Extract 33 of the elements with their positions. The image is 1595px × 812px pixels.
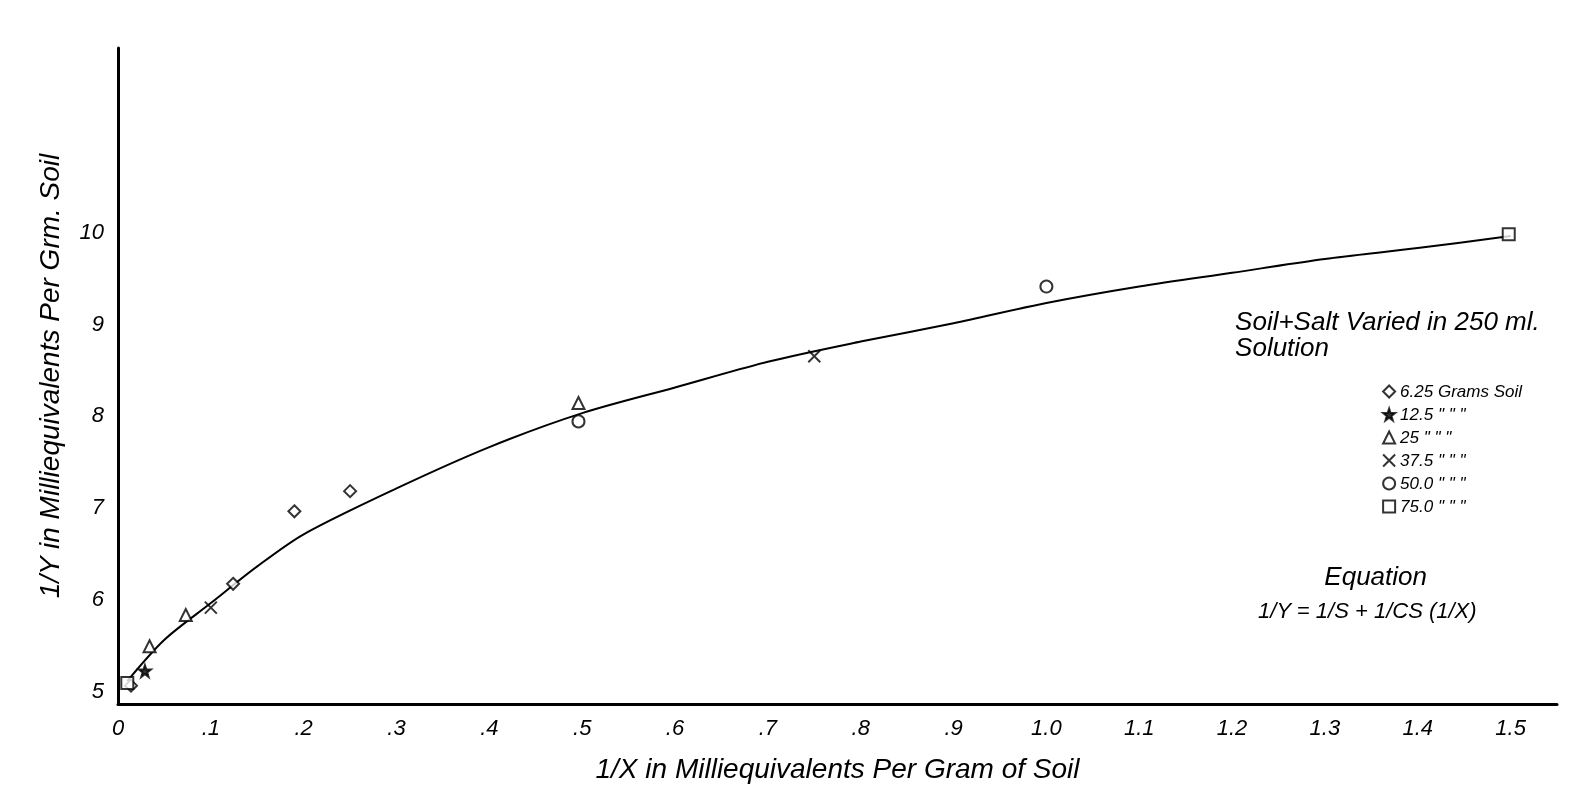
x-tick-label: .9 <box>944 714 963 740</box>
x-tick-label: 1.3 <box>1309 714 1341 740</box>
x-tick-label: .6 <box>665 714 685 740</box>
x-tick-label: .2 <box>294 714 313 740</box>
legend-title: Soil+Salt Varied in 250 ml. Solution <box>1235 306 1548 362</box>
y-tick-label: 6 <box>91 585 105 611</box>
x-tick-label: .7 <box>758 714 778 740</box>
x-tick-label: 1.4 <box>1402 714 1434 740</box>
x-tick-label: .4 <box>480 714 499 740</box>
y-tick-label: 7 <box>91 494 105 520</box>
y-tick-label: 8 <box>91 402 105 428</box>
x-tick-label: 1.2 <box>1216 714 1248 740</box>
x-tick-label: 0 <box>111 714 125 740</box>
y-tick-label: 10 <box>79 219 105 244</box>
legend-label: 75.0 " " " <box>1400 497 1467 516</box>
x-tick-label: .8 <box>851 714 871 740</box>
x-tick-label: .1 <box>201 714 221 740</box>
x-tick-label: .3 <box>387 714 407 740</box>
legend-label: 50.0 " " " <box>1400 474 1467 493</box>
legend-label: 37.5 " " " <box>1400 451 1467 470</box>
x-tick-label: 1.5 <box>1495 714 1527 740</box>
annotation: 1/Y = 1/S + 1/CS (1/X) <box>1258 597 1477 623</box>
y-tick-label: 9 <box>91 310 104 336</box>
y-tick-label: 5 <box>91 677 105 703</box>
legend-label: 12.5 " " " <box>1400 405 1467 424</box>
y-axis-title: 1/Y in Milliequivalents Per Grm. Soil <box>33 152 65 599</box>
x-tick-label: .5 <box>573 714 593 740</box>
legend-label: 25 " " " <box>1399 428 1453 447</box>
x-axis-title: 1/X in Milliequivalents Per Gram of Soil <box>595 752 1081 784</box>
x-tick-label: 1.0 <box>1031 714 1063 740</box>
annotation: Equation <box>1324 561 1428 591</box>
x-tick-label: 1.1 <box>1123 714 1155 740</box>
legend-label: 6.25 Grams Soil <box>1400 382 1524 401</box>
